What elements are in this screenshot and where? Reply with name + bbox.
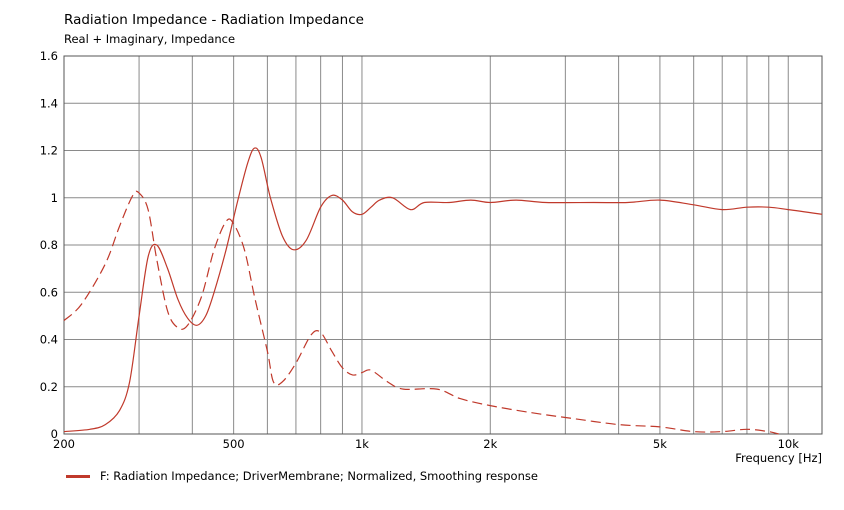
y-tick-label: 1: [51, 191, 58, 205]
series-line-dashed: [63, 190, 779, 435]
y-tick-label: 0: [51, 427, 58, 441]
legend-label: F: Radiation Impedance; DriverMembrane; …: [100, 469, 538, 483]
y-tick-label: 0.4: [40, 333, 58, 347]
x-tick-label: 500: [223, 437, 245, 451]
chart-subtitle: Real + Imaginary, Impedance: [64, 32, 236, 46]
x-tick-label: 1k: [355, 437, 369, 451]
y-tick-label: 1.2: [40, 144, 58, 158]
legend-swatch: [66, 474, 90, 478]
x-tick-label: 10k: [778, 437, 800, 451]
series-line-solid: [63, 147, 823, 433]
x-tick-label: 2k: [483, 437, 497, 451]
y-tick-label: 1.4: [40, 96, 58, 110]
x-tick-label: 5k: [653, 437, 667, 451]
y-tick-label: 0.8: [40, 238, 58, 252]
y-tick-label: 0.6: [40, 285, 58, 299]
plot-frame: [63, 55, 823, 435]
legend: F: Radiation Impedance; DriverMembrane; …: [66, 469, 538, 483]
y-tick-label: 0.2: [40, 380, 58, 394]
y-tick-label: 1.6: [40, 49, 58, 63]
chart-title: Radiation Impedance - Radiation Impedanc…: [64, 12, 364, 28]
x-tick-label: 200: [53, 437, 75, 451]
x-axis-label: Frequency [Hz]: [735, 451, 822, 465]
